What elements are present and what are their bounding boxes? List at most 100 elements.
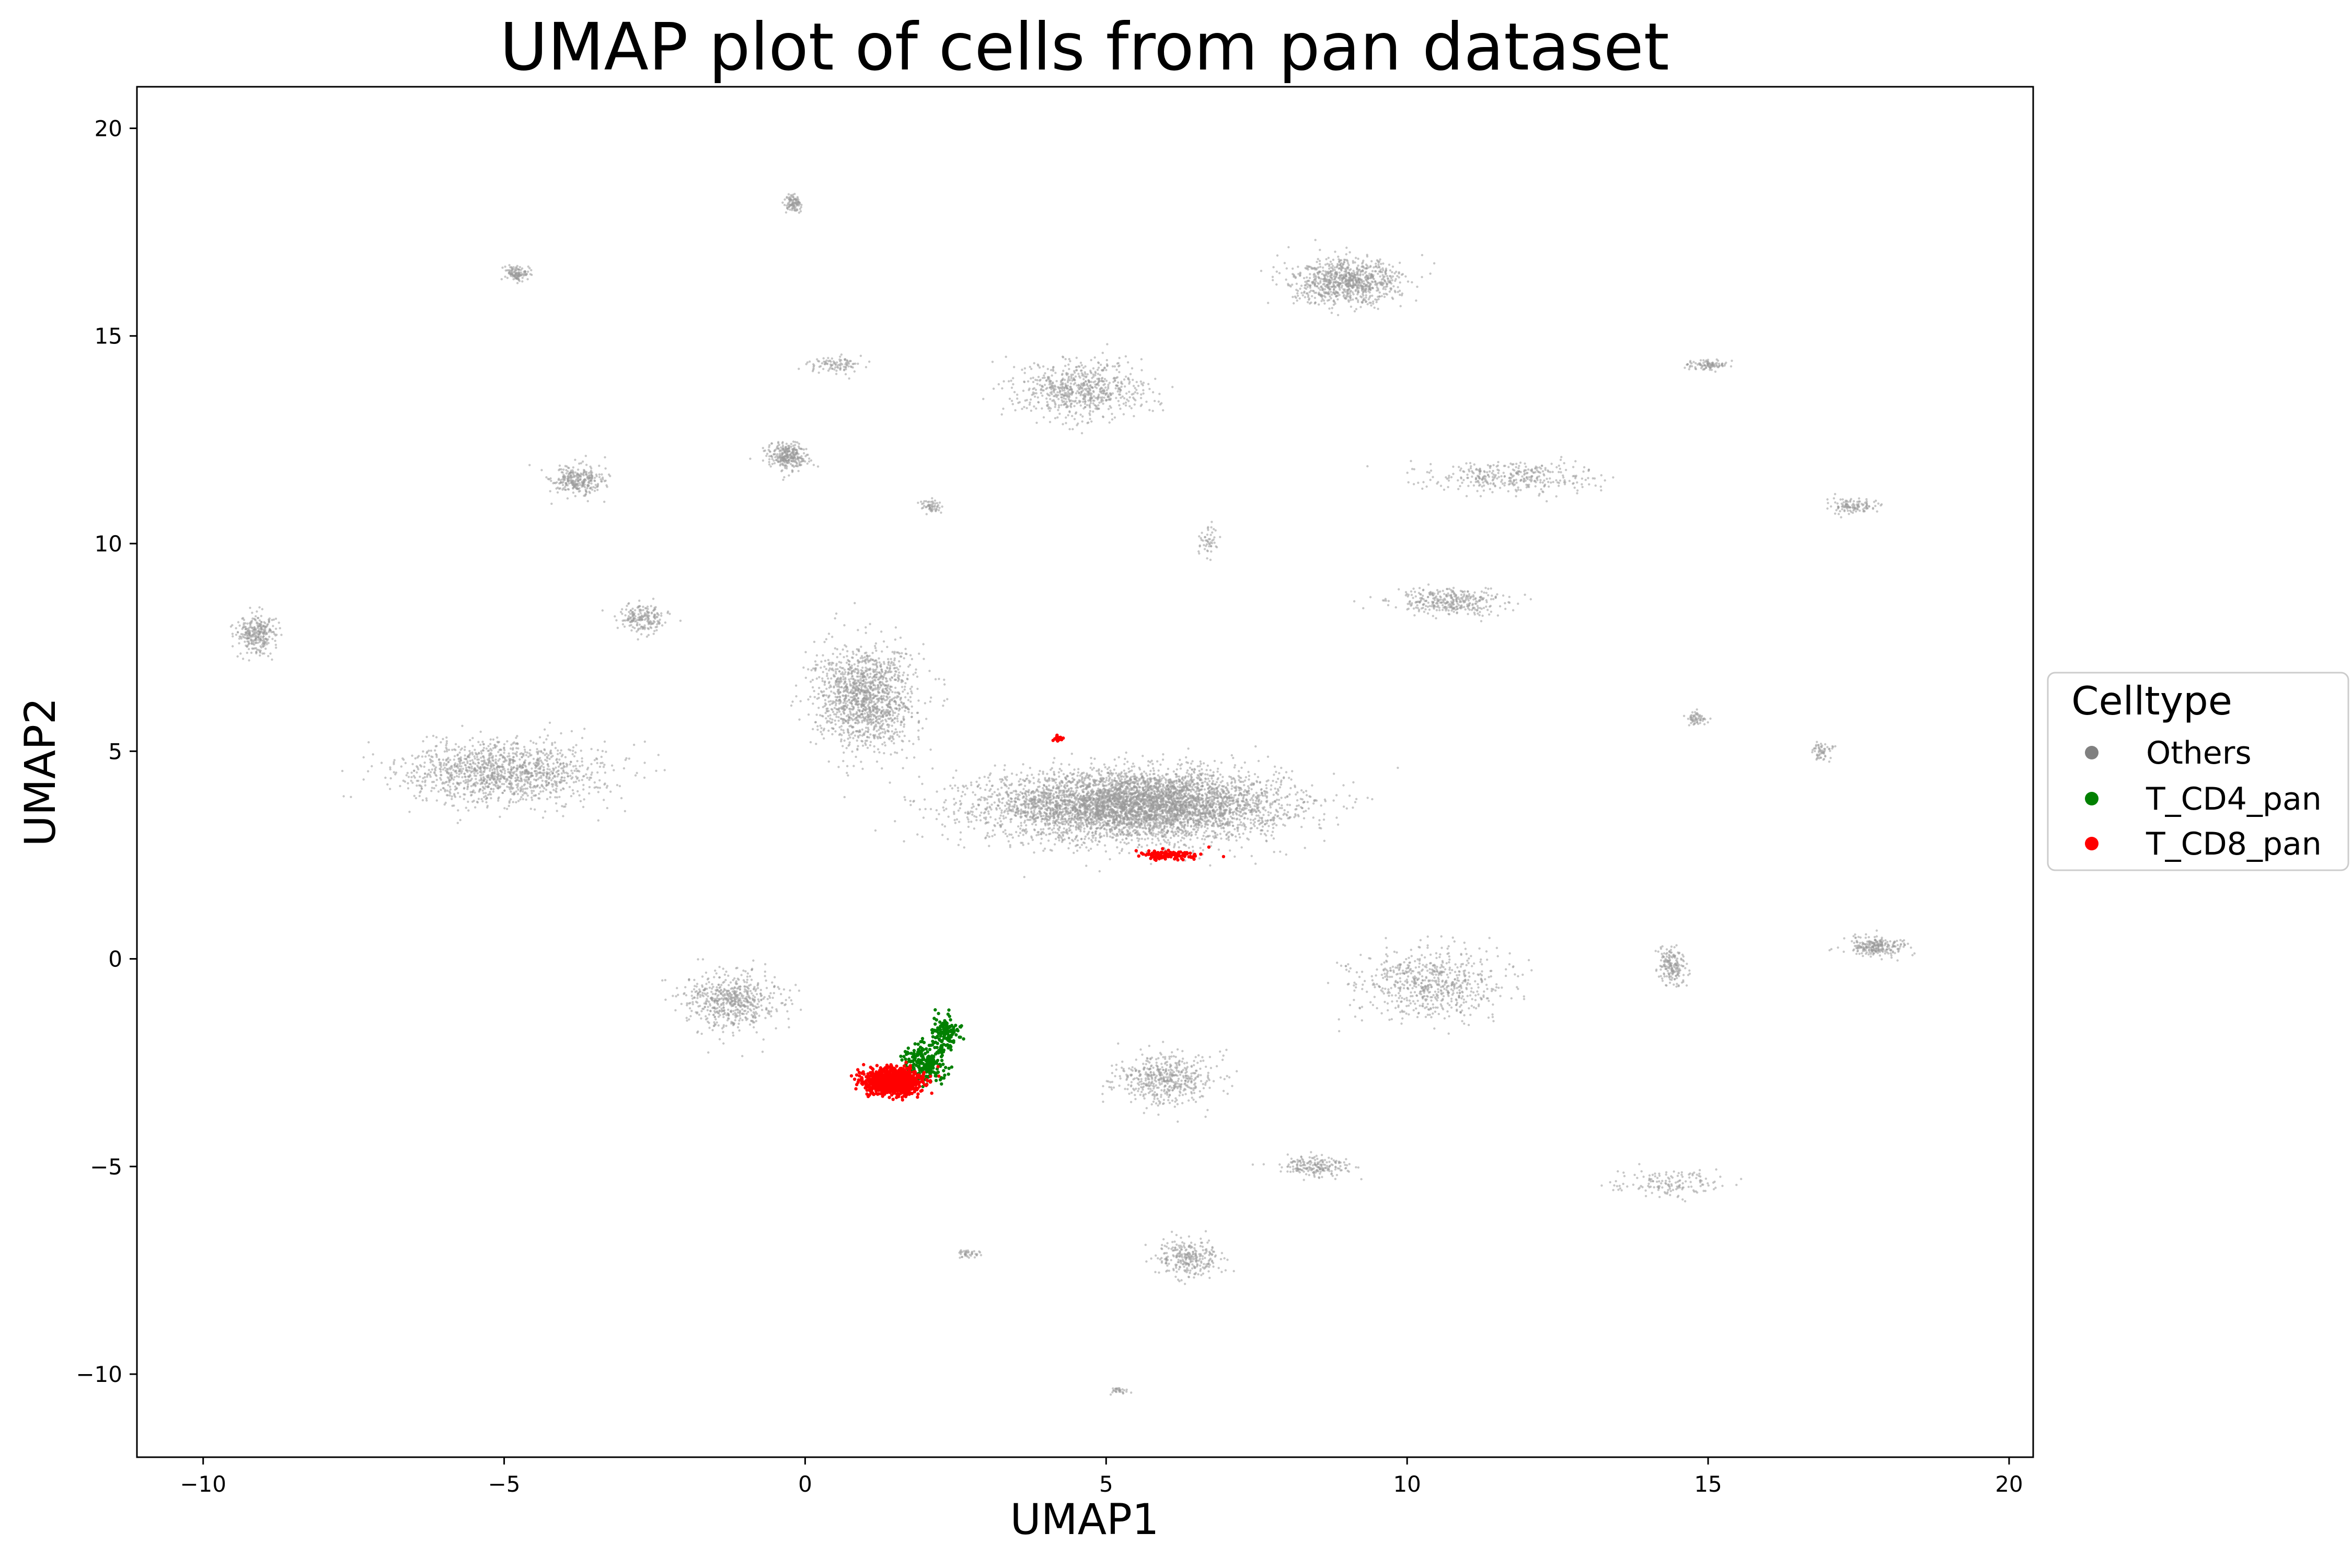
data-point	[1040, 812, 1043, 815]
data-point	[1006, 793, 1009, 795]
data-point	[1264, 820, 1267, 822]
data-point	[966, 816, 969, 819]
data-point	[1070, 831, 1073, 834]
data-point	[1278, 817, 1281, 820]
data-point	[1091, 816, 1094, 818]
data-point	[1181, 798, 1183, 801]
data-point	[1117, 814, 1120, 817]
data-point	[1165, 805, 1168, 808]
data-point	[1265, 787, 1268, 790]
data-point	[1173, 813, 1175, 815]
data-point	[1024, 810, 1027, 813]
data-point	[993, 791, 996, 793]
data-point	[1206, 808, 1209, 811]
data-point	[1270, 819, 1272, 822]
data-point	[1250, 827, 1253, 829]
data-point	[1027, 843, 1030, 845]
data-point	[1183, 807, 1186, 810]
data-point	[1066, 775, 1069, 778]
data-point	[916, 833, 919, 836]
data-point	[1099, 814, 1102, 817]
data-point	[1125, 751, 1127, 754]
data-point	[1008, 809, 1011, 812]
data-point	[1201, 788, 1203, 791]
data-point	[1342, 784, 1345, 787]
data-point	[1221, 785, 1224, 788]
data-point	[1058, 822, 1060, 824]
data-point	[1075, 799, 1077, 801]
data-point	[1215, 803, 1218, 805]
data-point	[1203, 788, 1206, 791]
data-point	[1091, 831, 1094, 834]
data-point	[958, 821, 961, 823]
data-point	[1208, 780, 1211, 782]
data-point	[1258, 810, 1260, 812]
data-point	[1149, 769, 1152, 773]
data-point	[1119, 820, 1122, 823]
data-point	[1083, 777, 1086, 780]
data-point	[1275, 824, 1278, 827]
data-point	[1157, 816, 1160, 819]
data-point	[1128, 827, 1131, 830]
data-point	[1018, 783, 1021, 787]
data-point	[1076, 849, 1079, 852]
data-point	[1157, 786, 1160, 789]
data-point	[1320, 827, 1322, 830]
data-point	[1008, 833, 1011, 836]
data-point	[943, 788, 946, 790]
data-point	[983, 797, 985, 799]
data-point	[1148, 773, 1151, 776]
data-point	[1256, 807, 1259, 810]
data-point	[1108, 815, 1111, 817]
data-point	[1236, 829, 1239, 833]
data-point	[1147, 788, 1149, 790]
data-point	[1094, 839, 1097, 842]
data-point	[1262, 814, 1265, 816]
data-point	[1022, 810, 1024, 813]
data-point	[1061, 808, 1064, 811]
data-point	[941, 834, 944, 836]
data-point	[1119, 782, 1122, 786]
data-point	[1109, 769, 1112, 772]
data-point	[1225, 787, 1227, 789]
data-point	[1199, 760, 1202, 763]
data-point	[921, 835, 924, 838]
data-point	[1170, 831, 1173, 833]
data-point	[1244, 828, 1247, 831]
data-point	[1126, 803, 1128, 805]
data-point	[1054, 781, 1057, 784]
data-point	[1075, 787, 1077, 789]
data-point	[1111, 782, 1114, 786]
data-point	[1017, 807, 1019, 810]
data-point	[1189, 766, 1192, 769]
data-point	[1006, 776, 1008, 778]
data-point	[1041, 792, 1043, 794]
data-point	[1039, 769, 1041, 773]
data-point	[1116, 789, 1119, 792]
data-point	[874, 829, 877, 832]
data-point	[1079, 846, 1081, 849]
data-point	[1300, 826, 1303, 828]
data-point	[1128, 800, 1131, 803]
data-point	[1157, 774, 1160, 777]
data-point	[1092, 767, 1095, 769]
data-point	[1048, 818, 1051, 821]
data-point	[953, 818, 956, 822]
data-point	[1033, 798, 1035, 801]
data-point	[1081, 772, 1083, 775]
data-point	[1231, 785, 1233, 788]
data-point	[1150, 792, 1153, 794]
data-point	[1282, 823, 1285, 826]
data-point	[1183, 826, 1185, 828]
data-point	[1040, 806, 1042, 809]
data-point	[1040, 831, 1043, 834]
chart-title: UMAP plot of cells from pan dataset	[500, 9, 1669, 85]
data-point	[1133, 829, 1136, 832]
data-point	[1083, 808, 1086, 811]
data-point	[1240, 808, 1243, 811]
data-point	[935, 809, 938, 812]
data-point	[1023, 821, 1026, 824]
data-point	[1035, 834, 1038, 837]
data-point	[1175, 794, 1178, 797]
data-point	[1256, 781, 1259, 783]
